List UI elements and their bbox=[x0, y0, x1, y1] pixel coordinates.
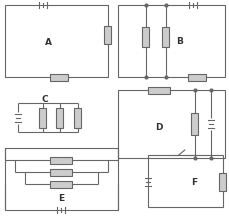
Text: D: D bbox=[154, 123, 162, 132]
Text: B: B bbox=[176, 37, 183, 46]
Bar bbox=[5, 5, 108, 77]
Bar bbox=[74, 108, 81, 127]
Text: A: A bbox=[45, 38, 52, 47]
Bar bbox=[39, 108, 46, 127]
Bar bbox=[187, 74, 205, 81]
Bar bbox=[56, 108, 63, 127]
Bar bbox=[147, 87, 169, 94]
Bar bbox=[162, 27, 169, 47]
Bar bbox=[147, 155, 222, 207]
Text: E: E bbox=[58, 194, 64, 203]
Bar bbox=[104, 26, 111, 44]
Bar bbox=[5, 148, 117, 210]
Bar bbox=[50, 180, 72, 187]
Bar bbox=[50, 157, 72, 164]
Text: C: C bbox=[41, 95, 48, 104]
Bar bbox=[142, 27, 149, 47]
Bar bbox=[49, 74, 67, 81]
Bar bbox=[191, 113, 198, 135]
Text: F: F bbox=[191, 178, 197, 187]
Bar bbox=[218, 173, 226, 191]
Bar bbox=[50, 168, 72, 175]
Bar bbox=[117, 90, 224, 158]
Bar bbox=[117, 5, 224, 77]
